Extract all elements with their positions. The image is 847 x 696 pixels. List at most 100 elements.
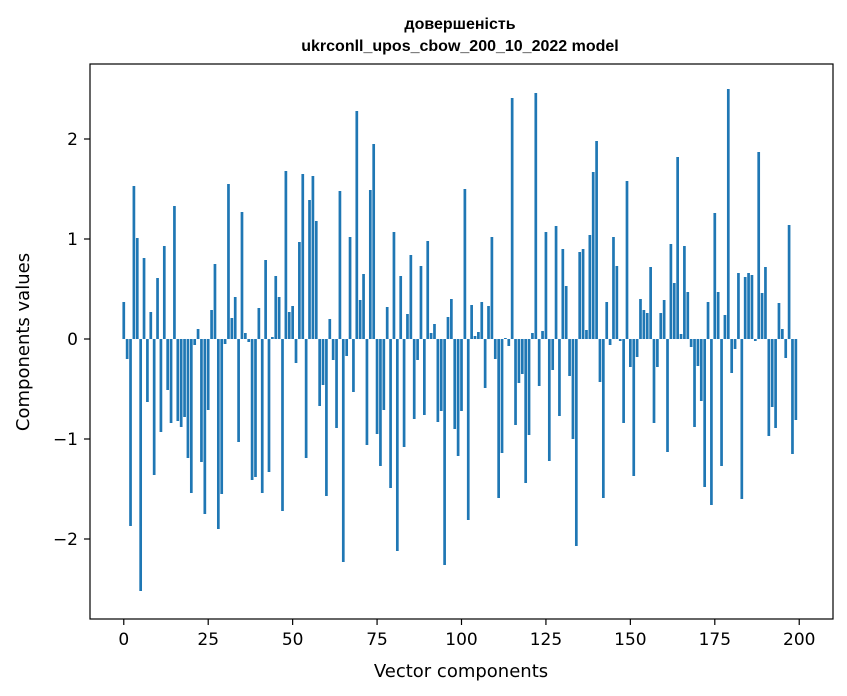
bar-76: [379, 339, 382, 466]
bar-99: [456, 339, 460, 456]
bar-49: [287, 312, 291, 339]
bar-196: [784, 339, 788, 358]
x-tick-label: 175: [699, 630, 731, 650]
bar-198: [791, 339, 794, 454]
bar-143: [605, 302, 609, 339]
bar-7: [146, 339, 149, 402]
bar-169: [693, 339, 696, 427]
bar-180: [730, 339, 734, 373]
bar-163: [672, 283, 676, 339]
x-tick-label: 0: [118, 630, 129, 650]
plot-area-frame: [89, 63, 834, 620]
bar-26: [210, 310, 213, 339]
bar-28: [216, 339, 220, 529]
y-axis-ticks: −2 −1 0 1 2: [53, 130, 90, 550]
bar-4: [135, 238, 139, 339]
bar-13: [166, 339, 170, 390]
bar-30: [223, 339, 227, 344]
bar-165: [679, 334, 683, 339]
bar-181: [733, 339, 737, 349]
bar-187: [753, 339, 757, 341]
bar-130: [561, 249, 565, 339]
bar-135: [578, 252, 582, 339]
bar-1: [125, 339, 129, 359]
bar-57: [314, 221, 318, 339]
bar-132: [568, 339, 571, 376]
bar-113: [504, 338, 507, 339]
bar-77: [382, 339, 386, 410]
bar-174: [710, 339, 713, 505]
bar-170: [696, 339, 700, 366]
bar-154: [642, 310, 646, 339]
bar-83: [402, 339, 406, 447]
bar-20: [189, 339, 193, 493]
bar-152: [635, 339, 639, 357]
bar-39: [254, 339, 257, 477]
bar-193: [774, 339, 777, 428]
bar-146: [615, 266, 619, 339]
bar-34: [237, 339, 240, 442]
y-tick-label: −2: [53, 530, 78, 550]
bar-63: [335, 339, 338, 428]
bar-168: [689, 339, 693, 347]
bar-41: [260, 339, 264, 493]
bar-31: [227, 184, 230, 339]
x-tick-label: 150: [614, 630, 646, 650]
bar-120: [527, 339, 531, 435]
bar-179: [726, 89, 730, 339]
chart-title: довершеність ukrconll_upos_cbow_200_10_2…: [301, 16, 618, 55]
bar-178: [723, 315, 727, 339]
bar-101: [463, 189, 467, 339]
bar-148: [622, 339, 625, 423]
bar-48: [284, 171, 288, 339]
bar-139: [591, 172, 595, 339]
bar-36: [244, 333, 247, 339]
bar-series: [122, 89, 798, 591]
chart-title-line-1: довершеність: [404, 16, 515, 33]
bar-56: [311, 176, 315, 339]
bar-157: [652, 339, 656, 423]
bar-11: [159, 339, 163, 432]
bar-140: [595, 141, 598, 339]
bar-103: [470, 305, 473, 339]
bar-188: [757, 152, 761, 339]
bar-23: [200, 339, 203, 462]
bar-138: [588, 235, 592, 339]
bar-2: [129, 339, 132, 526]
bar-16: [176, 339, 180, 421]
x-tick-label: 50: [282, 630, 304, 650]
bar-131: [564, 286, 568, 339]
bar-62: [331, 339, 335, 360]
bar-100: [460, 339, 463, 411]
bar-106: [480, 302, 484, 339]
bar-52: [298, 242, 301, 339]
bar-24: [203, 339, 207, 514]
bar-32: [230, 318, 234, 339]
bar-72: [365, 339, 369, 445]
bar-125: [544, 232, 548, 339]
bar-110: [493, 339, 497, 359]
bar-153: [639, 299, 642, 339]
x-axis-label: Vector components: [374, 661, 548, 682]
bar-199: [794, 339, 798, 420]
bar-121: [531, 333, 534, 339]
bar-123: [537, 339, 541, 386]
bar-177: [720, 339, 723, 466]
bar-127: [551, 339, 555, 370]
x-tick-label: 100: [445, 630, 477, 650]
bar-105: [477, 332, 480, 339]
bar-65: [341, 339, 345, 562]
bar-149: [625, 181, 629, 339]
bar-68: [352, 339, 355, 392]
bar-129: [558, 339, 561, 416]
bar-47: [281, 339, 284, 511]
bar-134: [574, 339, 578, 546]
bar-190: [764, 267, 767, 339]
bar-144: [608, 339, 612, 345]
bar-44: [271, 337, 274, 339]
bar-12: [162, 246, 166, 339]
bar-81: [395, 339, 399, 551]
bar-92: [433, 324, 436, 339]
bar-175: [713, 213, 717, 339]
